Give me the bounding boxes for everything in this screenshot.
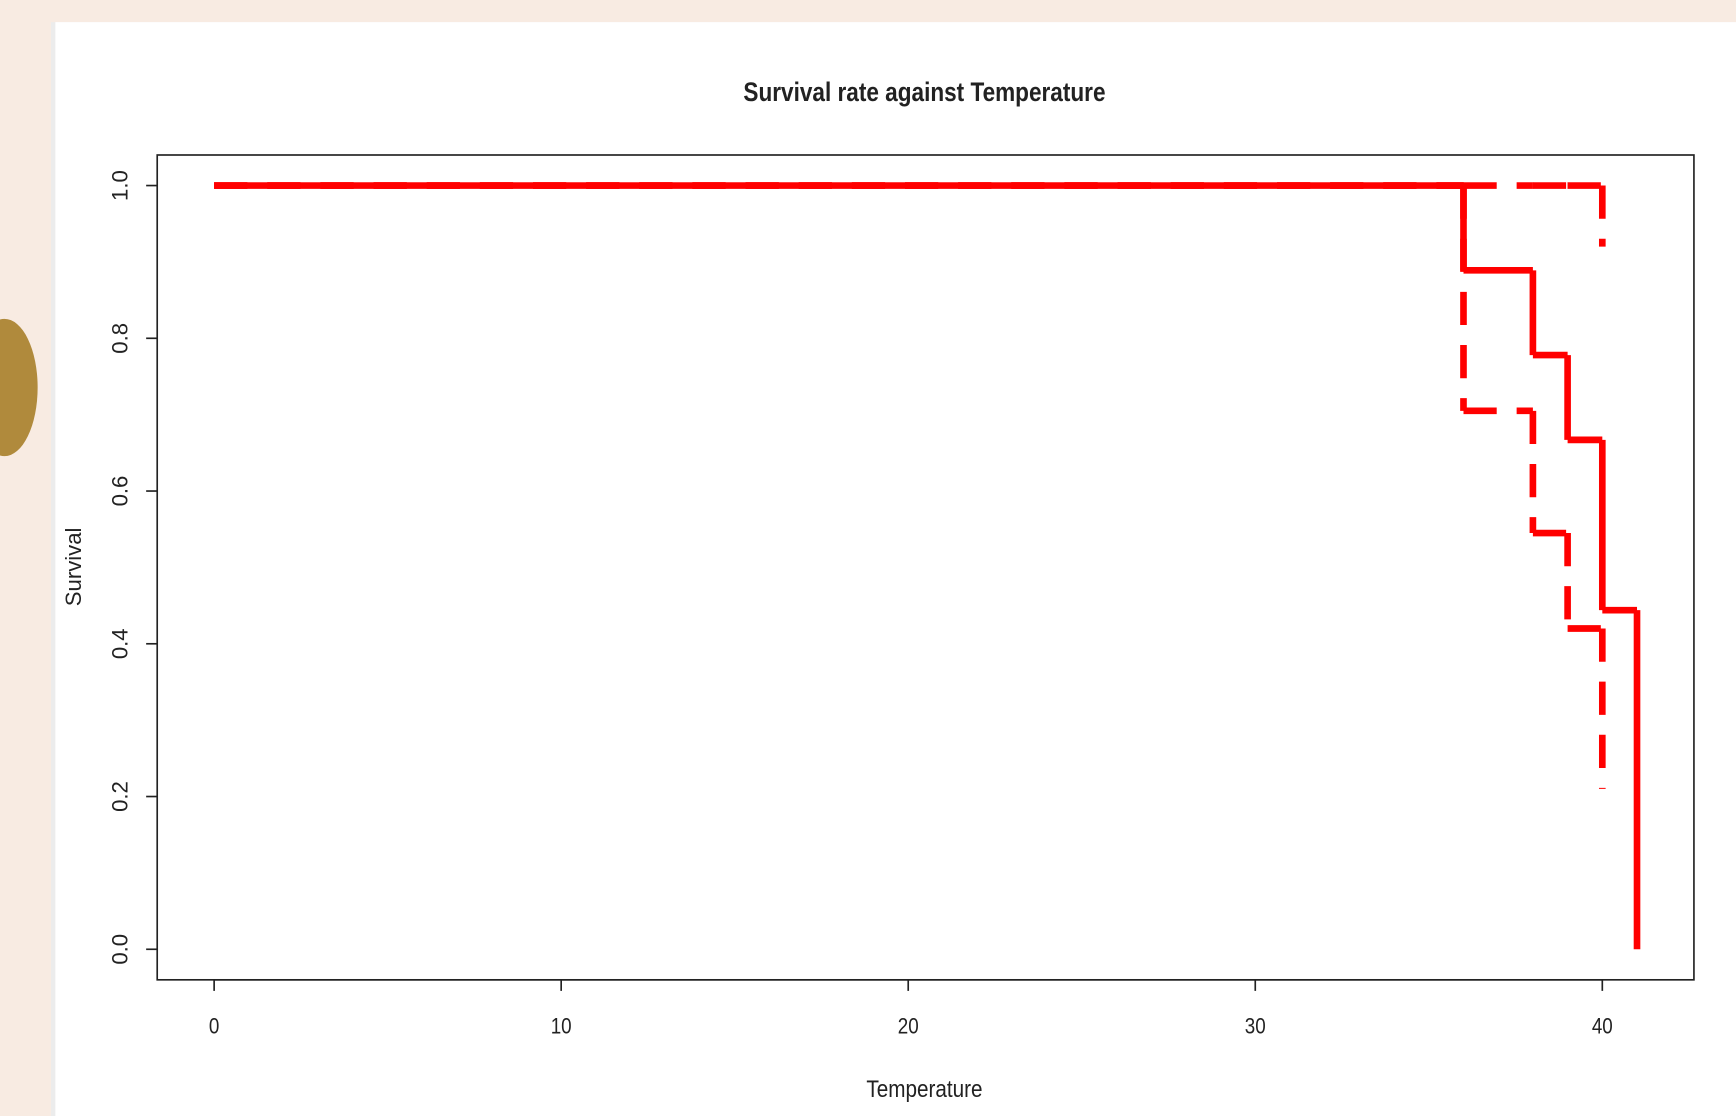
chart-title: Survival rate against Temperature xyxy=(743,78,1105,107)
y-tick-label: 0.6 xyxy=(108,476,133,507)
chart: Survival rate against Temperature Temper… xyxy=(0,0,1736,1116)
y-tick-label: 0.0 xyxy=(108,934,133,965)
x-tick-label: 30 xyxy=(1245,1014,1266,1039)
y-axis-label: Survival xyxy=(61,528,86,607)
y-tick-label: 0.8 xyxy=(108,323,133,354)
x-tick-label: 20 xyxy=(898,1014,919,1039)
y-tick-label: 0.4 xyxy=(108,628,133,659)
page: {"chart_data": { "type": "step", "title"… xyxy=(0,0,1736,1116)
x-axis-label: Temperature xyxy=(866,1075,982,1102)
x-tick-label: 0 xyxy=(209,1014,219,1039)
x-tick-label: 40 xyxy=(1592,1014,1613,1039)
x-tick-label: 10 xyxy=(551,1014,572,1039)
y-tick-label: 0.2 xyxy=(108,781,133,812)
y-tick-label: 1.0 xyxy=(108,170,133,201)
